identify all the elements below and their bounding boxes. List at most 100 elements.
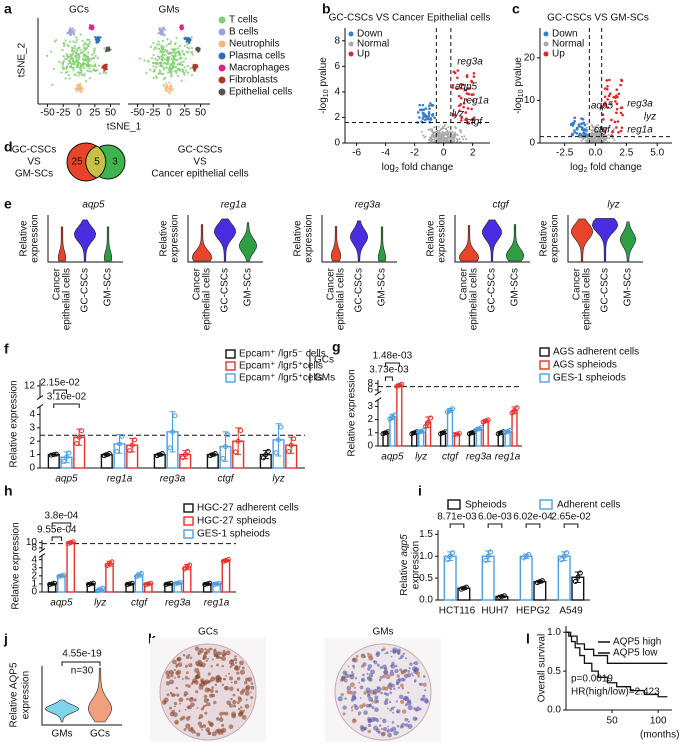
tissue-stain bbox=[351, 672, 355, 676]
cell-point bbox=[164, 48, 167, 51]
replicate-point bbox=[148, 580, 154, 586]
cell-point bbox=[143, 59, 146, 62]
gene-point bbox=[457, 94, 461, 98]
x-tick-label: lyz bbox=[272, 474, 284, 485]
cell-point bbox=[176, 67, 179, 71]
cell-point bbox=[73, 44, 76, 48]
cell-point bbox=[168, 55, 171, 59]
cell-point bbox=[178, 44, 182, 48]
gene-point bbox=[608, 137, 611, 140]
cell-point bbox=[157, 72, 160, 75]
replicate-point bbox=[485, 553, 491, 559]
tissue-stain bbox=[241, 666, 245, 670]
tissue-stain bbox=[198, 713, 204, 719]
gene-point bbox=[458, 138, 461, 141]
replicate-point bbox=[273, 450, 279, 456]
x-tick-label: aqp5 bbox=[50, 598, 73, 609]
tissue-stain bbox=[396, 724, 400, 728]
gene-point bbox=[591, 124, 594, 127]
cell-point bbox=[180, 61, 183, 64]
cell-point bbox=[167, 42, 171, 46]
gene-point bbox=[459, 119, 463, 122]
cell-point bbox=[69, 31, 72, 34]
tissue-stain bbox=[413, 679, 417, 682]
tissue-stain bbox=[422, 682, 427, 687]
tissue-stain bbox=[233, 666, 239, 671]
y-axis-label: Relative expression bbox=[11, 522, 22, 609]
gene-point bbox=[608, 78, 611, 82]
legend-marker bbox=[218, 16, 226, 24]
gene-point bbox=[443, 140, 446, 143]
tissue-stain bbox=[179, 717, 183, 721]
gene-point bbox=[597, 128, 600, 131]
axis-break bbox=[36, 395, 44, 401]
x-tick-label: GM-SCs bbox=[623, 268, 634, 306]
replicate-point bbox=[170, 429, 175, 435]
replicate-point bbox=[154, 453, 160, 459]
tissue-stain bbox=[191, 729, 196, 734]
replicate-point bbox=[207, 580, 213, 586]
legend-swatch bbox=[225, 361, 236, 371]
replicate-point bbox=[106, 451, 112, 457]
cell-point bbox=[88, 77, 92, 80]
cell-point bbox=[190, 36, 193, 39]
tissue-stain bbox=[201, 729, 203, 731]
gene-point bbox=[467, 92, 471, 96]
cell-point bbox=[67, 45, 70, 48]
tissue-stain bbox=[395, 700, 398, 703]
y-tick-label: 3 bbox=[29, 422, 35, 433]
gene-point bbox=[435, 130, 438, 133]
tissue-stain bbox=[163, 697, 169, 703]
cell-point bbox=[173, 62, 176, 65]
cell-point bbox=[168, 65, 171, 68]
x-tick-label: lyz bbox=[415, 452, 427, 463]
gene-title: aqp5 bbox=[82, 200, 105, 211]
legend-label: Down bbox=[552, 29, 578, 40]
gene-point bbox=[466, 107, 470, 110]
y-tick-label: 0 bbox=[31, 587, 37, 598]
tissue-stain bbox=[170, 674, 174, 678]
tissue-stain bbox=[376, 663, 380, 667]
cell-point bbox=[181, 70, 184, 73]
tissue-stain bbox=[362, 673, 365, 677]
tissue-stain bbox=[198, 684, 204, 690]
gene-point bbox=[433, 126, 436, 129]
tissue-stain bbox=[384, 652, 387, 655]
cell-point bbox=[78, 53, 81, 56]
cell-point bbox=[183, 44, 186, 47]
x-tick-label: -6 bbox=[352, 148, 361, 159]
cell-point bbox=[165, 66, 168, 69]
gene-point bbox=[472, 118, 476, 122]
label-part: 10 bbox=[518, 89, 525, 97]
y-axis-label: expression bbox=[21, 671, 32, 719]
cell-point bbox=[175, 36, 178, 39]
tissue-stain bbox=[171, 671, 175, 674]
cell-point bbox=[68, 77, 71, 80]
venn-overlap bbox=[85, 145, 107, 179]
x-tick-label: -25 bbox=[146, 108, 161, 119]
plot-title: GC-CSCs VS Cancer Epithelial cells bbox=[329, 13, 491, 24]
panel-label: e bbox=[4, 196, 12, 212]
gene-point bbox=[421, 117, 425, 120]
x-tick-label: GC-CSCs bbox=[80, 268, 91, 312]
gene-label: ctgf bbox=[466, 117, 483, 128]
gene-point bbox=[429, 137, 432, 140]
axes bbox=[47, 215, 123, 263]
replicate-point bbox=[51, 452, 57, 458]
replicate-point bbox=[509, 410, 515, 416]
cell-point bbox=[94, 55, 97, 58]
cell-point bbox=[86, 38, 89, 41]
cell-point bbox=[152, 70, 155, 73]
cell-point bbox=[186, 46, 189, 49]
venn-set-label: VS bbox=[27, 157, 41, 168]
x-tick-label: -2 bbox=[410, 148, 419, 159]
tissue-stain bbox=[383, 669, 389, 675]
tissue-stain bbox=[352, 664, 355, 668]
gene-point bbox=[454, 133, 457, 136]
cell-point bbox=[160, 72, 163, 75]
gene-point bbox=[619, 83, 622, 87]
x-tick-label: -2.5 bbox=[556, 148, 574, 159]
tissue-stain bbox=[415, 671, 421, 676]
tissue-stain bbox=[358, 713, 361, 716]
